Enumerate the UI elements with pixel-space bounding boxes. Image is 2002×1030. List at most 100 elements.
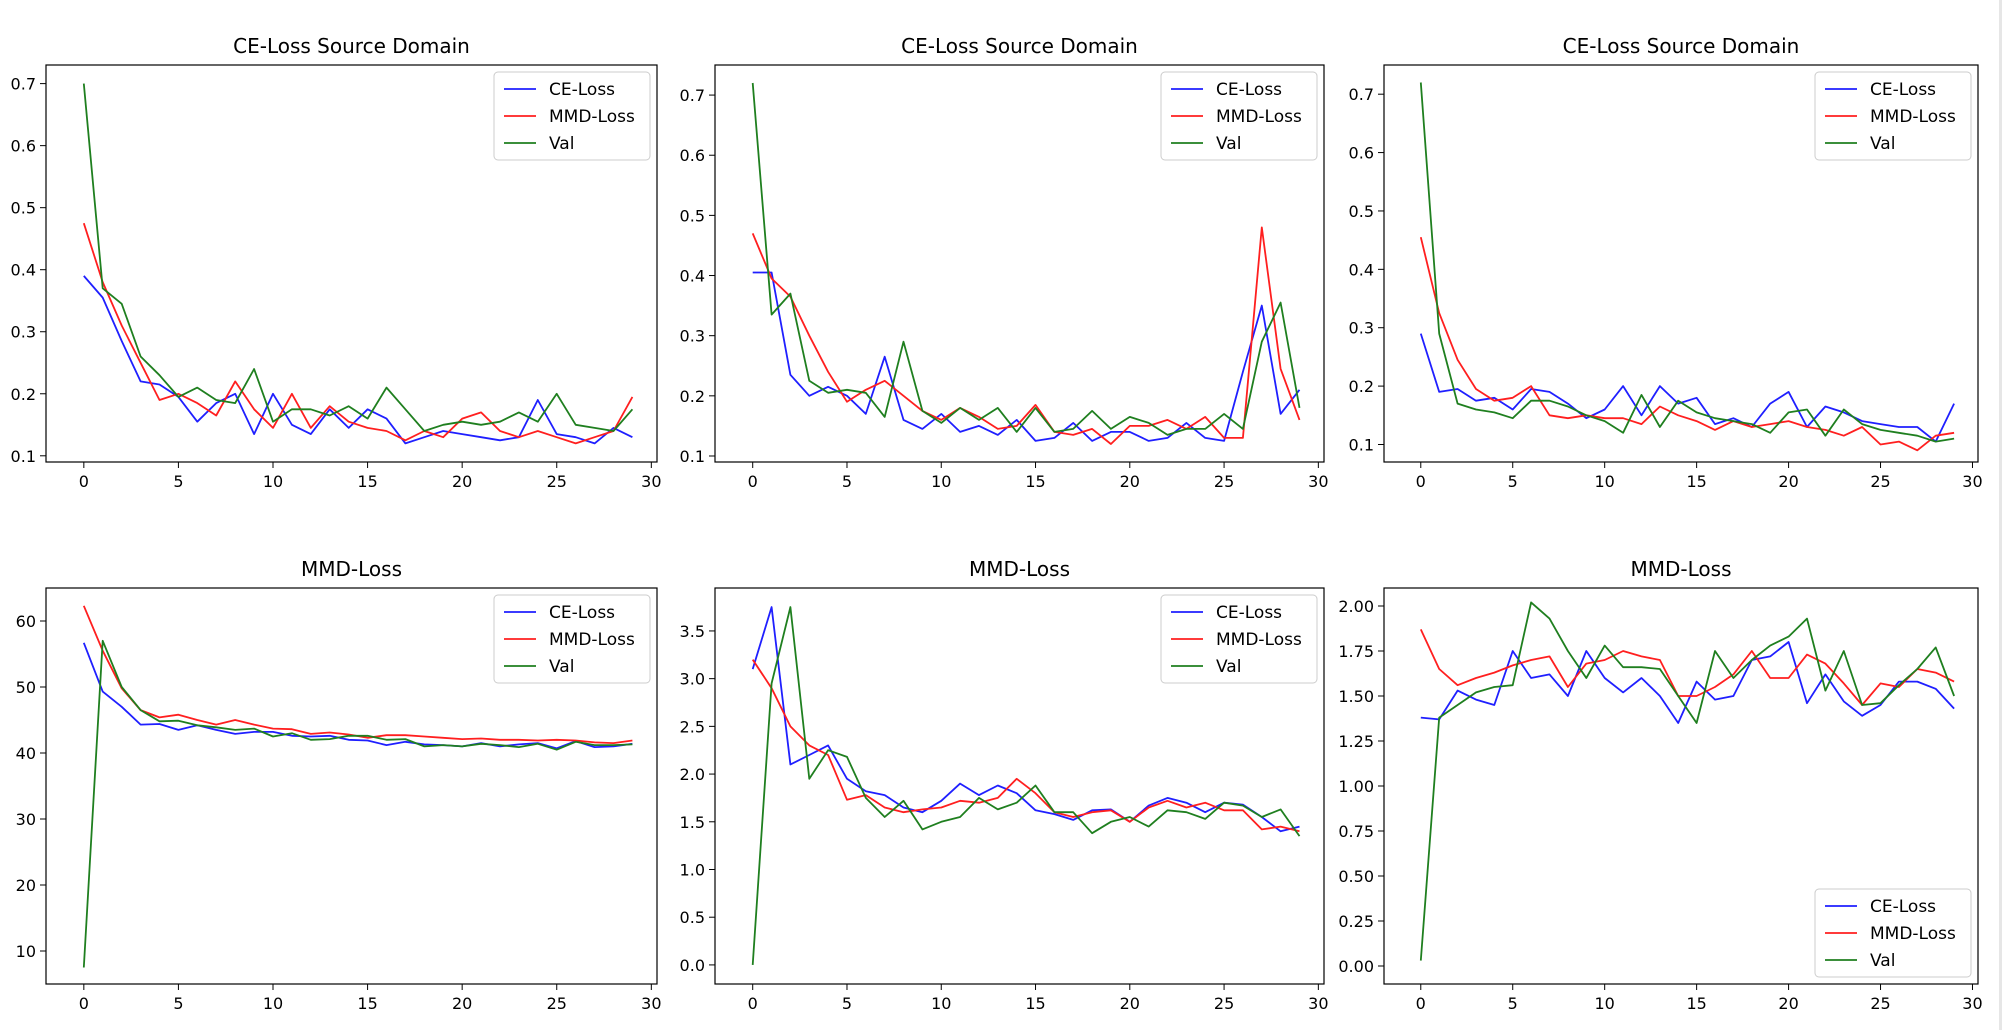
- y-tick-label: 0.2: [11, 385, 36, 404]
- legend-label: CE-Loss: [1870, 80, 1936, 100]
- y-tick-label: 0.4: [1349, 260, 1374, 279]
- subplot-3: CE-Loss Source Domain 0 5 10 15 20 25 30 0.1 0.2 0…: [1349, 34, 1983, 491]
- y-tick-label: 10: [16, 942, 36, 961]
- axes-frame: [714, 587, 1325, 985]
- series-line-mmd-loss: [82, 222, 634, 445]
- series-line-ce-loss: [83, 275, 633, 445]
- y-tick-label: 0.4: [11, 261, 36, 280]
- x-tick-label: 15: [1025, 994, 1045, 1013]
- subplot-title: MMD-Loss: [301, 557, 402, 581]
- subplot-2: CE-Loss Source Domain 0 5 10 15 20 25 30 0.1 0.2 0…: [680, 34, 1329, 491]
- x-tick-label: 0: [79, 994, 89, 1013]
- y-tick-label: 1.25: [1338, 732, 1374, 751]
- y-tick-label: 0.5: [680, 908, 705, 927]
- legend-label: Val: [1216, 657, 1241, 677]
- legend-label: MMD-Loss: [1870, 924, 1956, 944]
- legend-label: CE-Loss: [549, 603, 615, 623]
- legend: CE-Loss MMD-Loss Val: [493, 71, 651, 161]
- subplot-title: MMD-Loss: [1631, 557, 1732, 581]
- x-tick-label: 5: [842, 994, 852, 1013]
- x-tick-label: 10: [1595, 472, 1615, 491]
- x-tick-label: 15: [1025, 472, 1045, 491]
- x-tick-label: 10: [931, 994, 951, 1013]
- legend-box: [1160, 594, 1318, 684]
- x-tick-label: 25: [1870, 472, 1890, 491]
- legend-box: [1814, 888, 1972, 978]
- legend-label: Val: [1216, 134, 1241, 154]
- subplot-title: CE-Loss Source Domain: [1563, 34, 1800, 58]
- y-tick-label: 40: [16, 744, 36, 763]
- legend-label: Val: [549, 657, 574, 677]
- series-line-val: [1419, 601, 1955, 961]
- x-tick-label: 30: [1308, 994, 1328, 1013]
- x-tick-label: 30: [641, 994, 661, 1013]
- x-tick-label: 30: [1308, 472, 1328, 491]
- x-tick-label: 15: [357, 472, 377, 491]
- x-tick-label: 25: [547, 472, 567, 491]
- legend: CE-Loss MMD-Loss Val: [1814, 888, 1972, 978]
- legend-label: CE-Loss: [549, 80, 615, 100]
- legend-box: [493, 594, 651, 684]
- series-line-val: [82, 639, 633, 968]
- legend-label: Val: [1870, 951, 1895, 971]
- legend-label: MMD-Loss: [549, 107, 635, 127]
- y-tick-label: 3.0: [680, 670, 705, 689]
- legend: CE-Loss MMD-Loss Val: [493, 594, 651, 684]
- axes-frame: [1383, 64, 1979, 463]
- x-tick-label: 30: [1962, 994, 1982, 1013]
- x-tick-label: 30: [1962, 472, 1982, 491]
- series-line-val: [751, 606, 1301, 965]
- x-tick-label: 25: [1214, 994, 1234, 1013]
- y-tick-label: 0.75: [1338, 822, 1374, 841]
- x-tick-label: 0: [748, 472, 758, 491]
- y-tick-label: 2.00: [1338, 597, 1374, 616]
- subplot-title: MMD-Loss: [969, 557, 1070, 581]
- series-line-mmd-loss: [1419, 236, 1955, 452]
- subplot-5: MMD-Loss 0 5 10 15 20 25 30 0.0 0.5 1.0 1.5 2.0 2.5 3.…: [680, 557, 1329, 1013]
- x-tick-label: 10: [263, 472, 283, 491]
- series-line-ce-loss: [751, 606, 1300, 833]
- y-tick-label: 0.7: [680, 86, 705, 105]
- legend-label: MMD-Loss: [1216, 107, 1302, 127]
- y-tick-label: 1.00: [1338, 777, 1374, 796]
- x-tick-label: 15: [1686, 994, 1706, 1013]
- x-tick-label: 15: [357, 994, 377, 1013]
- axes-frame: [714, 64, 1325, 463]
- legend: CE-Loss MMD-Loss Val: [1814, 71, 1972, 161]
- series-line-ce-loss: [752, 271, 1301, 442]
- x-tick-label: 20: [1120, 472, 1140, 491]
- series-line-mmd-loss: [1419, 629, 1955, 706]
- y-tick-label: 0.00: [1338, 957, 1374, 976]
- y-tick-label: 2.5: [680, 717, 705, 736]
- subplot-4: MMD-Loss 0 5 10 15 20 25 30 10 20 30 40 50 60 CE-Loss M…: [16, 557, 662, 1013]
- legend-label: Val: [1870, 134, 1895, 154]
- x-tick-label: 30: [641, 472, 661, 491]
- legend-box: [1160, 71, 1318, 161]
- y-tick-label: 0.5: [680, 206, 705, 225]
- x-tick-label: 5: [173, 472, 183, 491]
- x-tick-label: 5: [173, 994, 183, 1013]
- y-tick-label: 50: [16, 678, 36, 697]
- legend: CE-Loss MMD-Loss Val: [1160, 71, 1318, 161]
- legend-label: CE-Loss: [1216, 80, 1282, 100]
- x-tick-label: 0: [748, 994, 758, 1013]
- x-tick-label: 5: [1508, 472, 1518, 491]
- x-tick-label: 15: [1686, 472, 1706, 491]
- legend-label: MMD-Loss: [1870, 107, 1956, 127]
- x-tick-label: 5: [842, 472, 852, 491]
- y-tick-label: 0.2: [1349, 377, 1374, 396]
- y-tick-label: 0.50: [1338, 867, 1374, 886]
- y-tick-label: 1.5: [680, 813, 705, 832]
- series-line-ce-loss: [1419, 333, 1955, 443]
- y-tick-label: 0.0: [680, 956, 705, 975]
- y-tick-label: 0.7: [1349, 85, 1374, 104]
- series-line-val: [1419, 82, 1955, 443]
- x-tick-label: 20: [452, 472, 472, 491]
- y-tick-label: 0.5: [1349, 202, 1374, 221]
- x-tick-label: 0: [1416, 472, 1426, 491]
- x-tick-label: 20: [1778, 994, 1798, 1013]
- y-tick-label: 0.25: [1338, 912, 1374, 931]
- y-tick-label: 1.0: [680, 860, 705, 879]
- x-tick-label: 10: [263, 994, 283, 1013]
- x-tick-label: 25: [1870, 994, 1890, 1013]
